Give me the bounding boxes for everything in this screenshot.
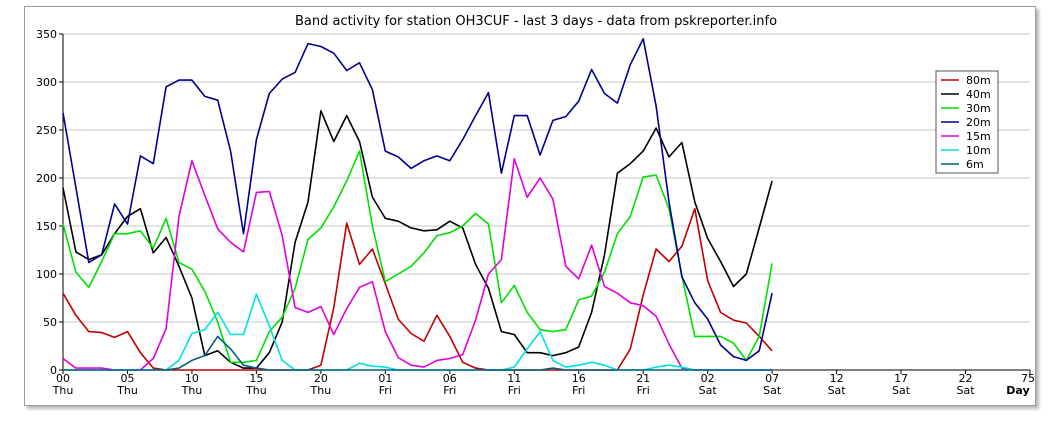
grid bbox=[63, 33, 1030, 323]
x-tick-sublabel: Sat bbox=[828, 384, 847, 397]
y-tick-label: 350 bbox=[36, 28, 57, 41]
x-tick-label: 05 bbox=[120, 372, 134, 385]
x-tick-label: 00 bbox=[56, 372, 70, 385]
y-tick-label: 0 bbox=[50, 364, 57, 377]
x-tick-sublabel: Thu bbox=[116, 384, 138, 397]
series-line-15m bbox=[62, 158, 773, 371]
x-tick-label: 20 bbox=[314, 372, 328, 385]
series-line-80m bbox=[62, 207, 773, 371]
x-tick-label: 02 bbox=[701, 372, 715, 385]
x-tick-label: 17 bbox=[894, 372, 908, 385]
y-tick-label: 50 bbox=[43, 316, 57, 329]
x-tick-sublabel: Sat bbox=[763, 384, 782, 397]
x-tick-sublabel: Thu bbox=[310, 384, 332, 397]
x-axis-label: Day bbox=[1006, 384, 1029, 397]
x-tick-label: 11 bbox=[507, 372, 521, 385]
y-tick-label: 300 bbox=[36, 76, 57, 89]
legend-label-6m: 6m bbox=[966, 158, 984, 171]
x-tick-sublabel: Sat bbox=[892, 384, 911, 397]
x-tick-label: 06 bbox=[443, 372, 457, 385]
series-lines bbox=[62, 37, 773, 371]
x-tick-sublabel: Sat bbox=[699, 384, 718, 397]
chart-frame bbox=[24, 6, 1036, 406]
legend-label-80m: 80m bbox=[966, 74, 991, 87]
series-line-6m bbox=[63, 335, 773, 371]
x-tick-sublabel: Thu bbox=[52, 384, 74, 397]
x-tick-sublabel: Fri bbox=[508, 384, 521, 397]
x-tick-sublabel: Fri bbox=[379, 384, 392, 397]
y-tick-label: 250 bbox=[36, 124, 57, 137]
axes: 05010015020025030035000Thu05Thu10Thu15Th… bbox=[36, 28, 1035, 397]
legend-label-40m: 40m bbox=[966, 88, 991, 101]
x-tick-label: 21 bbox=[636, 372, 650, 385]
legend-label-20m: 20m bbox=[966, 116, 991, 129]
x-tick-sublabel: Fri bbox=[443, 384, 456, 397]
x-tick-label: 75 bbox=[1021, 372, 1035, 385]
y-tick-label: 100 bbox=[36, 268, 57, 281]
legend-label-15m: 15m bbox=[966, 130, 991, 143]
y-tick-label: 200 bbox=[36, 172, 57, 185]
legend-label-30m: 30m bbox=[966, 102, 991, 115]
series-line-20m bbox=[62, 37, 773, 362]
x-tick-label: 22 bbox=[959, 372, 973, 385]
x-tick-sublabel: Fri bbox=[637, 384, 650, 397]
series-line-30m bbox=[62, 150, 773, 364]
x-tick-label: 16 bbox=[572, 372, 586, 385]
chart-title: Band activity for station OH3CUF - last … bbox=[295, 14, 777, 29]
x-tick-sublabel: Thu bbox=[245, 384, 267, 397]
x-tick-sublabel: Sat bbox=[957, 384, 976, 397]
x-tick-label: 10 bbox=[185, 372, 199, 385]
x-tick-sublabel: Fri bbox=[572, 384, 585, 397]
series-line-40m bbox=[62, 110, 773, 369]
x-tick-label: 12 bbox=[830, 372, 844, 385]
x-tick-sublabel: Thu bbox=[181, 384, 203, 397]
x-tick-label: 15 bbox=[249, 372, 263, 385]
x-tick-label: 01 bbox=[378, 372, 392, 385]
y-tick-label: 150 bbox=[36, 220, 57, 233]
legend-label-10m: 10m bbox=[966, 144, 991, 157]
x-tick-label: 07 bbox=[765, 372, 779, 385]
